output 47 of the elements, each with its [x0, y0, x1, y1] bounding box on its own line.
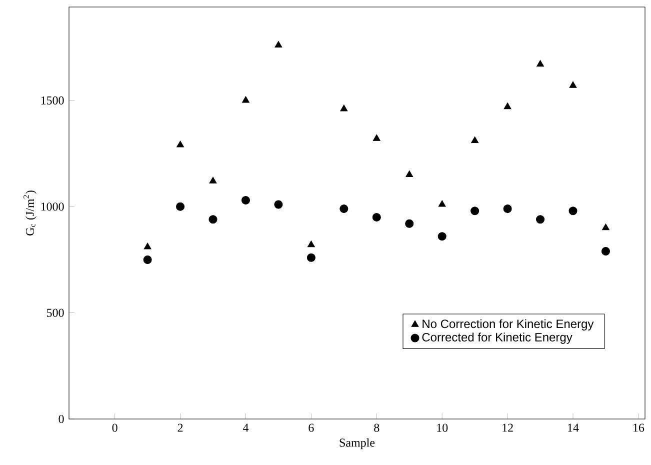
point — [372, 134, 380, 141]
x-tick-label: 0 — [112, 424, 118, 432]
point — [372, 212, 381, 222]
y-tick-label: 1500 — [41, 96, 64, 104]
point — [503, 204, 512, 214]
point — [504, 102, 512, 110]
point — [536, 215, 545, 224]
x-tick-label: 16 — [634, 424, 644, 432]
point — [536, 60, 544, 67]
point — [569, 81, 577, 88]
point — [208, 215, 218, 224]
y-tick-label: 500 — [46, 308, 64, 317]
point — [568, 206, 578, 216]
point — [340, 204, 348, 214]
legend-label: No Correction for Kinetic Energy — [422, 319, 594, 330]
point — [438, 232, 446, 241]
point — [601, 246, 610, 256]
point — [209, 176, 217, 184]
point — [241, 196, 250, 205]
point — [143, 255, 152, 264]
y-axis-title: G$_{c}$ (J/m$^{2}$) — [24, 190, 36, 236]
point — [471, 136, 479, 144]
legend-label: Corrected for Kinetic Energy — [422, 332, 572, 344]
x-tick-label: 12 — [502, 424, 513, 432]
point — [406, 170, 414, 178]
x-tick-label: 10 — [437, 424, 448, 432]
x-tick-label: 6 — [308, 424, 314, 432]
point — [144, 242, 152, 250]
x-axis-title: Sample — [340, 438, 375, 450]
x-tick-label: 2 — [178, 424, 183, 432]
y-tick-label: 0 — [58, 414, 64, 424]
point — [176, 202, 185, 211]
y-tick-label: 1000 — [41, 202, 64, 211]
x-tick-label: 8 — [374, 424, 380, 432]
x-tick-label: 14 — [568, 424, 579, 432]
point — [176, 140, 184, 148]
point — [274, 40, 282, 48]
point — [405, 219, 414, 228]
point — [274, 200, 283, 209]
point — [340, 104, 348, 112]
point — [602, 224, 610, 230]
point — [470, 206, 480, 216]
x-tick-label: 4 — [242, 424, 249, 432]
point — [242, 96, 250, 103]
point — [306, 253, 316, 262]
point — [438, 200, 446, 207]
point — [307, 240, 315, 248]
